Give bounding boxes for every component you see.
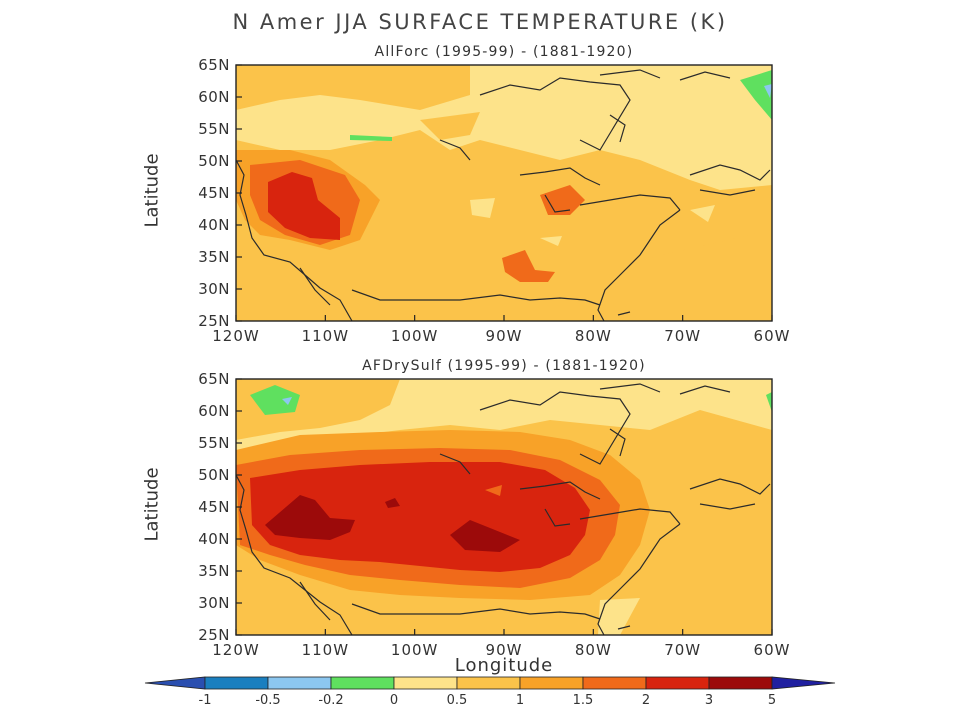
panel2-fill-blue-nw [282, 397, 292, 405]
x-tick-label: 110W [302, 327, 349, 345]
x-tick-label: 60W [754, 327, 791, 345]
panel2-fill-west-max [265, 495, 355, 540]
x-tick-label: 90W [486, 327, 523, 345]
y-tick-label: 25N [198, 312, 230, 330]
colorbar-label: 3 [705, 693, 713, 708]
panel1-fill-greatlakes-red [540, 185, 585, 215]
colorbar: -1 -0.5 -0.2 0 0.5 1 1.5 2 3 5 [144, 676, 836, 708]
y-tick-label: 35N [198, 562, 230, 580]
y-tick-label: 30N [198, 594, 230, 612]
panel1-title: AllForc (1995-99) - (1881-1920) [374, 44, 634, 60]
y-tick-label: 50N [198, 152, 230, 170]
panel1-fill-spot3 [540, 236, 562, 246]
x-tick-label: 120W [212, 327, 259, 345]
figure-title: N Amer JJA SURFACE TEMPERATURE (K) [232, 10, 728, 34]
panel2-title: AFDrySulf (1995-99) - (1881-1920) [362, 358, 646, 374]
x-tick-label: 120W [212, 641, 259, 659]
panel1-coastlines [236, 69, 771, 321]
panel1-fill-west-darkred [268, 172, 340, 240]
panel2-fill-spot [385, 498, 400, 508]
x-tick-label: 100W [391, 327, 438, 345]
x-tick-label: 60W [754, 641, 791, 659]
colorbar-label: -1 [199, 693, 212, 708]
panel2-xlabel: Longitude [454, 655, 554, 676]
colorbar-box [267, 676, 332, 690]
panel1-fill-spot2 [470, 198, 495, 218]
x-tick-label: 100W [391, 641, 438, 659]
y-tick-label: 45N [198, 184, 230, 202]
x-tick-label: 70W [664, 327, 701, 345]
panel1-fill-blue-ne [764, 84, 772, 98]
panel1-fill-sw [236, 245, 330, 321]
panel2-fill-green-nw [250, 385, 300, 415]
colorbar-box [708, 676, 773, 690]
x-tick-label: 110W [302, 641, 349, 659]
panel2-fill-central-max [450, 520, 520, 552]
panel2-fill-florida [598, 598, 640, 635]
y-tick-label: 60N [198, 402, 230, 420]
panel1-fill-green-west [350, 135, 392, 141]
panel1-fill-green-ne [740, 70, 772, 120]
y-tick-label: 40N [198, 530, 230, 548]
colorbar-box [519, 676, 584, 690]
y-tick-label: 60N [198, 88, 230, 106]
panel1-fill-south-red [502, 250, 555, 282]
y-tick-label: 40N [198, 216, 230, 234]
colorbar-label: 2 [642, 693, 650, 708]
colorbar-label: -0.2 [318, 693, 343, 708]
axis-ticks: 120W 110W 100W 90W 80W 70W 60W 65N 60N 55N 50N 45N 4… [198, 56, 791, 659]
y-tick-label: 65N [198, 56, 230, 74]
panel2-ylabel: Latitude [141, 467, 163, 542]
colorbar-label: 0.5 [447, 693, 468, 708]
panel1-fill-spot [690, 205, 715, 222]
y-tick-label: 45N [198, 498, 230, 516]
colorbar-box [645, 676, 710, 690]
x-tick-label: 80W [575, 327, 612, 345]
colorbar-extend-high [771, 676, 836, 690]
y-tick-label: 50N [198, 466, 230, 484]
colorbar-box [330, 676, 395, 690]
panel1-contours [236, 65, 772, 321]
y-tick-label: 55N [198, 120, 230, 138]
x-tick-label: 80W [575, 641, 612, 659]
panel2-fill-spot2 [485, 485, 502, 496]
panel1-fill-se [640, 230, 772, 321]
y-tick-label: 35N [198, 248, 230, 266]
x-tick-label: 90W [486, 641, 523, 659]
panel1-fill-nw-orange [236, 65, 470, 110]
colorbar-box [204, 676, 269, 690]
colorbar-label: 0 [390, 693, 398, 708]
panel1-fill-mid-orange [420, 112, 480, 140]
colorbar-box [393, 676, 458, 690]
colorbar-box [456, 676, 521, 690]
panel2-fill-green-ne [766, 392, 772, 412]
colorbar-extend-low [144, 676, 206, 690]
colorbar-label: 5 [768, 693, 776, 708]
y-tick-label: 25N [198, 626, 230, 644]
y-tick-label: 65N [198, 370, 230, 388]
y-tick-label: 55N [198, 434, 230, 452]
colorbar-label: 1 [516, 693, 524, 708]
y-tick-label: 30N [198, 280, 230, 298]
panel2-contours [236, 379, 772, 635]
colorbar-box [582, 676, 647, 690]
panel2-coastlines [236, 383, 771, 635]
colorbar-label: 1.5 [573, 693, 594, 708]
colorbar-label: -0.5 [255, 693, 280, 708]
x-tick-label: 70W [664, 641, 701, 659]
